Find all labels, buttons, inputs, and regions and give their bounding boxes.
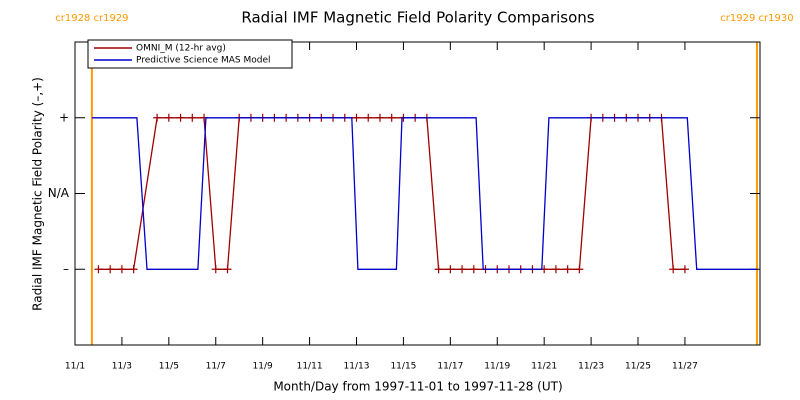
y-tick-label: N/A	[48, 186, 70, 200]
y-tick-label: +	[59, 110, 69, 124]
data-point	[563, 265, 572, 274]
y-axis-label: Radial IMF Magnetic Field Polarity (–,+)	[31, 77, 45, 311]
x-tick-label: 11/13	[344, 362, 370, 372]
data-point	[164, 113, 173, 122]
x-tick-label: 11/1	[65, 362, 85, 372]
data-point	[223, 265, 232, 274]
x-tick-label: 11/27	[672, 362, 698, 372]
data-point	[364, 113, 373, 122]
data-point	[575, 265, 584, 274]
series-line	[91, 117, 757, 270]
x-tick-label: 11/23	[578, 362, 604, 372]
data-point	[375, 113, 384, 122]
x-tick-label: 11/25	[625, 362, 651, 372]
x-tick-label: 11/11	[297, 362, 323, 372]
data-point	[129, 265, 138, 274]
carrington-label: cr1929 cr1930	[720, 13, 793, 24]
data-point	[106, 265, 115, 274]
data-point	[446, 265, 455, 274]
legend-label: OMNI_M (12-hr avg)	[136, 44, 226, 54]
data-point	[211, 265, 220, 274]
series-line	[98, 117, 685, 270]
data-point	[669, 265, 678, 274]
data-point	[458, 265, 467, 274]
legend-box	[87, 39, 293, 69]
x-axis-label: Month/Day from 1997-11-01 to 1997-11-28 …	[273, 380, 562, 394]
chart-title: Radial IMF Magnetic Field Polarity Compa…	[241, 9, 594, 27]
x-tick-label: 11/9	[253, 362, 273, 372]
y-tick-label: –	[63, 262, 69, 276]
data-point	[469, 265, 478, 274]
data-point	[188, 113, 197, 122]
x-tick-label: 11/17	[437, 362, 463, 372]
x-tick-label: 11/21	[531, 362, 557, 372]
data-point	[551, 265, 560, 274]
data-point	[387, 113, 396, 122]
data-point	[117, 265, 126, 274]
data-point	[680, 265, 689, 274]
x-tick-label: 11/19	[484, 362, 510, 372]
legend-label: Predictive Science MAS Model	[136, 56, 271, 66]
data-point	[352, 113, 361, 122]
data-point	[434, 265, 443, 274]
data-point	[94, 265, 103, 274]
x-tick-label: 11/5	[159, 362, 179, 372]
data-point	[176, 113, 185, 122]
data-point	[153, 113, 162, 122]
plot-frame	[74, 41, 761, 346]
carrington-label: cr1928 cr1929	[55, 13, 128, 24]
x-tick-label: 11/7	[206, 362, 226, 372]
x-tick-label: 11/15	[390, 362, 416, 372]
x-tick-label: 11/3	[112, 362, 132, 372]
